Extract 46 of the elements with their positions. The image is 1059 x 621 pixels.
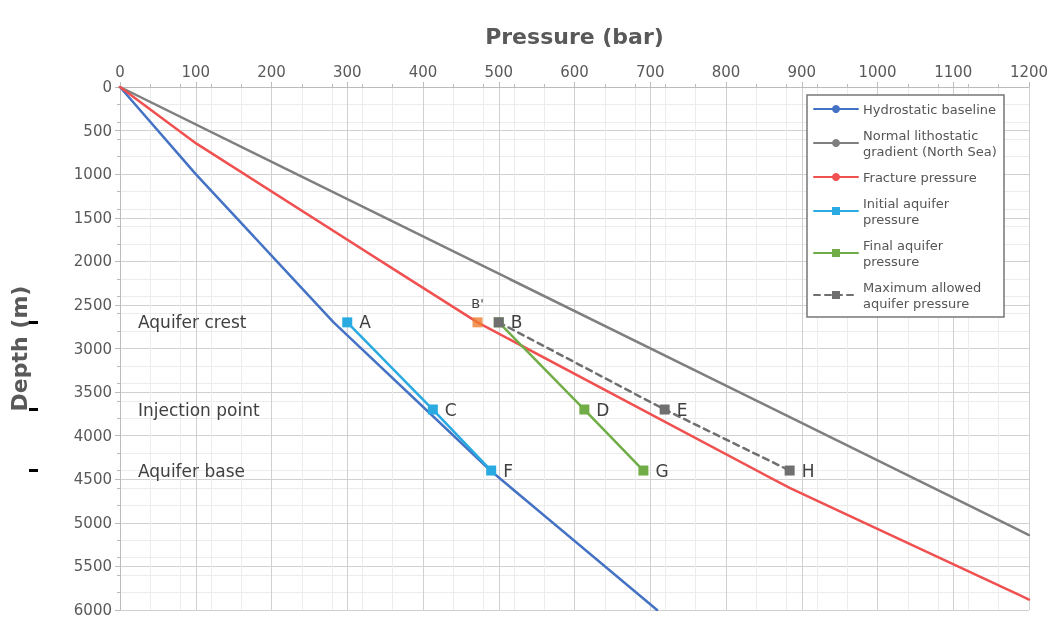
x-tick-label: 500 <box>484 62 514 81</box>
y-tick-label: 1000 <box>73 165 112 184</box>
annotation: G <box>655 460 669 481</box>
x-tick-label: 300 <box>332 62 362 81</box>
y-tick-label: 4000 <box>73 426 112 445</box>
annotation: Injection point <box>138 399 260 420</box>
x-tick-label: 600 <box>560 62 589 81</box>
legend-label: Normal lithostatic gradient (North Sea) <box>863 127 997 159</box>
y-tick-label: 500 <box>83 121 112 140</box>
y-tick-label: 3000 <box>73 339 112 358</box>
annotation: H <box>801 460 815 481</box>
x-tick-label: 1200 <box>1009 62 1049 81</box>
x-tick-label: 1100 <box>934 62 973 81</box>
y-tick-label: 2000 <box>73 252 112 271</box>
x-tick-label: 900 <box>787 62 817 81</box>
y-tick-label: 5000 <box>73 513 112 532</box>
annotation: E <box>676 399 688 420</box>
y-axis-title: Depth (m) <box>6 285 32 412</box>
y-tick-label: 3500 <box>73 383 112 402</box>
x-tick-label: 0 <box>115 62 125 81</box>
annotation: C <box>444 399 457 420</box>
y-tick-label: 2500 <box>73 295 112 314</box>
x-tick-label: 100 <box>181 62 211 81</box>
y-tick-label: 0 <box>102 78 112 96</box>
legend-label: Initial aquifer pressure <box>863 195 954 227</box>
legend-label: Final aquifer pressure <box>863 237 948 269</box>
x-tick-label: 1000 <box>858 62 897 81</box>
legend-label: Maximum allowed aquifer pressure <box>863 279 986 311</box>
annotation: B <box>510 312 523 333</box>
x-tick-label: 700 <box>635 62 665 81</box>
annotation: B' <box>471 296 484 312</box>
annotation: D <box>596 399 610 420</box>
x-axis-title: Pressure (bar) <box>485 23 664 49</box>
x-tick-label: 800 <box>711 62 741 81</box>
legend-label: Hydrostatic baseline <box>863 101 997 117</box>
y-tick-label: 6000 <box>73 601 112 619</box>
x-tick-label: 400 <box>408 62 438 81</box>
annotation: F <box>503 460 513 481</box>
legend-label: Fracture pressure <box>863 169 977 185</box>
y-tick-label: 1500 <box>73 208 112 227</box>
annotation: A <box>359 312 372 333</box>
y-tick-label: 4500 <box>73 470 112 489</box>
x-tick-label: 200 <box>257 62 286 81</box>
annotation: Aquifer crest <box>138 312 247 333</box>
annotation: Aquifer base <box>138 460 245 481</box>
y-tick-label: 5500 <box>73 557 112 576</box>
